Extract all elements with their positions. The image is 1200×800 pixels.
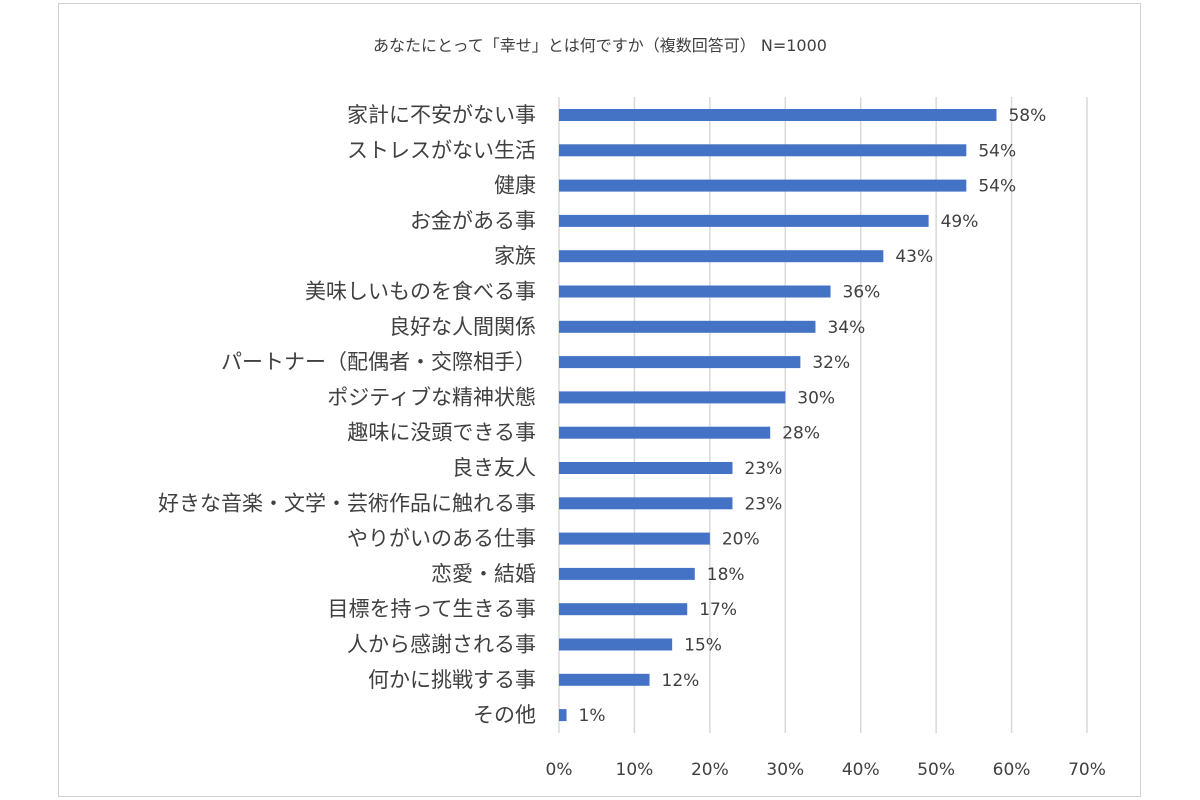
category-label: お金がある事 xyxy=(410,209,536,233)
data-label: 54% xyxy=(978,177,1016,197)
data-label: 28% xyxy=(782,424,820,444)
category-label: 趣味に没頭できる事 xyxy=(347,421,536,445)
data-label: 20% xyxy=(722,530,760,550)
bar xyxy=(559,638,673,651)
category-label: 良き友人 xyxy=(452,456,536,480)
data-label: 30% xyxy=(797,388,835,408)
category-label: その他 xyxy=(473,703,536,727)
category-label: 健康 xyxy=(494,174,536,198)
data-label: 18% xyxy=(707,565,745,585)
data-label: 12% xyxy=(662,671,700,691)
category-label: 何かに挑戦する事 xyxy=(368,668,536,692)
category-label: やりがいのある仕事 xyxy=(347,527,536,551)
data-label: 17% xyxy=(699,600,737,620)
bar xyxy=(559,179,967,192)
category-label: 好きな音楽・文学・芸術作品に触れる事 xyxy=(158,491,536,515)
x-tick-label: 0% xyxy=(546,760,573,780)
x-tick-label: 40% xyxy=(842,760,880,780)
data-label: 32% xyxy=(812,353,850,373)
data-label: 23% xyxy=(744,494,782,514)
data-label: 23% xyxy=(744,459,782,479)
data-label: 36% xyxy=(843,283,881,303)
data-label: 34% xyxy=(827,318,865,338)
bar xyxy=(559,673,650,686)
category-label: 家計に不安がない事 xyxy=(347,103,536,127)
data-label: 1% xyxy=(579,706,606,726)
bar xyxy=(559,109,997,121)
data-label: 49% xyxy=(941,212,979,232)
x-tick-label: 60% xyxy=(993,760,1031,780)
category-label: 恋愛・結婚 xyxy=(431,562,536,586)
data-label: 43% xyxy=(895,247,933,267)
data-label: 58% xyxy=(1008,106,1046,126)
bar xyxy=(559,356,801,369)
category-label: 家族 xyxy=(494,244,536,268)
x-tick-label: 20% xyxy=(691,760,729,780)
chart-title: あなたにとって「幸せ」とは何ですか（複数回答可） N=1000 xyxy=(373,36,827,55)
bar xyxy=(559,532,710,545)
category-label: 美味しいものを食べる事 xyxy=(305,280,536,304)
category-label: ポジティブな精神状態 xyxy=(327,385,536,409)
data-label: 54% xyxy=(978,141,1016,161)
bar xyxy=(559,320,816,333)
category-label: 人から感謝される事 xyxy=(347,633,536,657)
bar xyxy=(559,144,967,157)
bar xyxy=(559,603,688,616)
bar xyxy=(559,285,831,298)
x-tick-label: 30% xyxy=(766,760,804,780)
category-label: 良好な人間関係 xyxy=(389,315,536,339)
bar xyxy=(559,567,695,580)
bar xyxy=(559,462,733,474)
bar xyxy=(559,250,884,263)
x-tick-label: 50% xyxy=(917,760,955,780)
category-label: 目標を持って生きる事 xyxy=(327,597,536,621)
bar xyxy=(559,426,771,439)
category-label: ストレスがない生活 xyxy=(347,138,536,162)
bar xyxy=(559,391,786,404)
x-tick-label: 10% xyxy=(616,760,654,780)
data-label: 15% xyxy=(684,636,722,656)
bar xyxy=(559,214,929,227)
category-label: パートナー（配偶者・交際相手） xyxy=(221,350,536,374)
bar xyxy=(559,709,567,722)
x-tick-label: 70% xyxy=(1068,760,1106,780)
bar xyxy=(559,497,733,510)
